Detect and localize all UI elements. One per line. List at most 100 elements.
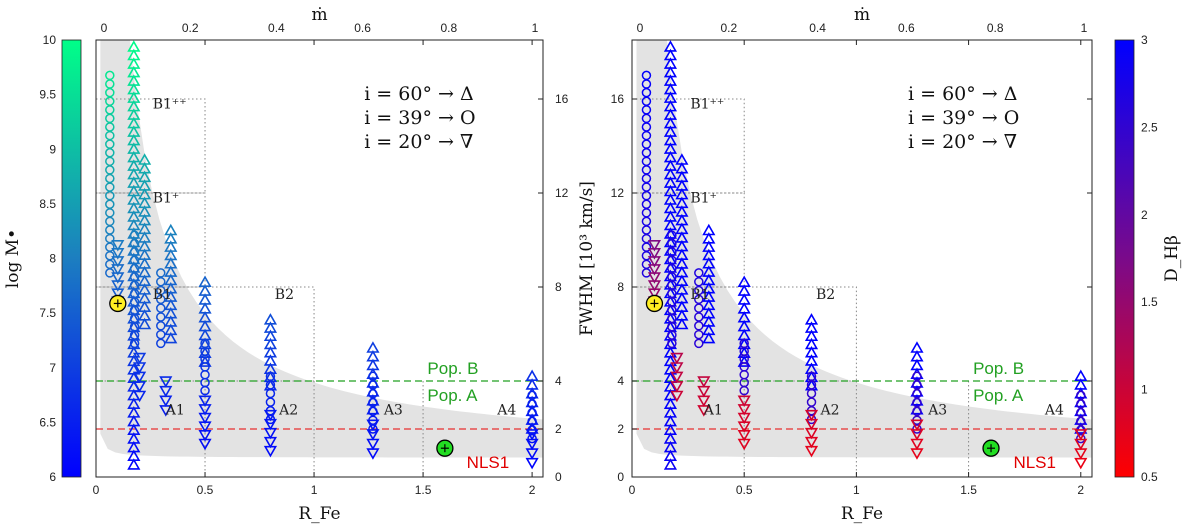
- x-tick-label: 1.5: [415, 483, 432, 497]
- inclination-legend-line: i = 60° → Δ: [908, 83, 1017, 105]
- data-point-tri: [1074, 378, 1088, 390]
- data-point-tri: [366, 350, 380, 362]
- data-point-tri: [138, 205, 152, 217]
- data-point-tri: [127, 82, 141, 95]
- data-point-tri: [702, 298, 716, 311]
- data-point-tri: [366, 358, 380, 371]
- data-point-tri: [702, 240, 716, 252]
- data-point-tri: [663, 414, 678, 427]
- data-point-tri: [675, 239, 689, 252]
- data-point-tri: [910, 350, 924, 362]
- data-point-tri: [702, 265, 716, 277]
- data-point-tri: [127, 125, 141, 137]
- data-point-tri: [804, 354, 819, 366]
- data-point-tri: [525, 413, 539, 425]
- data-point-tri: [164, 323, 178, 336]
- colorbar-label: D_Hβ: [1162, 235, 1182, 282]
- data-point-tri: [663, 458, 678, 470]
- data-point-tri: [127, 218, 141, 231]
- data-point-tri: [663, 108, 678, 120]
- data-point-tri: [663, 167, 678, 180]
- data-point-tri: [663, 423, 678, 436]
- data-point-tri: [263, 354, 278, 366]
- region-label: B2: [275, 287, 294, 303]
- data-point-circ: [912, 397, 922, 408]
- data-point-tri: [127, 65, 141, 78]
- top-tick-label: 0.2: [720, 21, 737, 35]
- data-point-inv: [133, 352, 147, 365]
- data-point-tri: [663, 440, 678, 453]
- data-point-tri: [663, 449, 678, 462]
- data-point-tri: [198, 337, 212, 350]
- data-point-tri: [127, 432, 141, 444]
- x-tick-label: 0: [93, 483, 100, 497]
- data-point-tri: [164, 273, 178, 286]
- data-point-tri: [737, 337, 751, 350]
- pop-b-label: Pop. B: [427, 359, 478, 378]
- data-point-tri: [663, 150, 678, 163]
- colorbar-tick-label: 8.5: [39, 197, 56, 211]
- data-point-tri: [127, 40, 141, 52]
- axes-frame: [631, 39, 1093, 478]
- colorbar-tick-label: 6: [49, 470, 56, 484]
- top-tick-label: 0.2: [182, 21, 199, 35]
- data-point-tri: [138, 309, 152, 321]
- region-label: B1⁺: [153, 190, 180, 206]
- data-point-circ: [667, 230, 677, 241]
- pop-a-label: Pop. A: [427, 386, 478, 405]
- fwhm-tick-label: 16: [611, 92, 625, 106]
- data-point-tri: [663, 74, 678, 86]
- data-point-tri: [138, 231, 152, 243]
- data-point-tri: [525, 386, 539, 399]
- data-point-tri: [164, 290, 178, 302]
- y-axis-label: FWHM [10³ km/s]: [577, 181, 597, 336]
- colorbar-tick-label: 7.5: [39, 306, 56, 320]
- data-point-tri: [663, 142, 678, 154]
- data-point-circ: [694, 285, 704, 296]
- data-point-tri: [1074, 404, 1088, 417]
- data-point-tri: [675, 222, 689, 235]
- top-axis-label: ṁ: [311, 5, 327, 25]
- data-point-tri: [164, 248, 178, 261]
- data-point-tri: [675, 248, 689, 261]
- data-point-inv: [525, 457, 539, 470]
- data-point-tri: [663, 125, 678, 137]
- data-point-tri: [127, 346, 141, 358]
- colorbar-tick-label: 8: [49, 252, 56, 266]
- data-point-circ: [156, 329, 166, 340]
- data-point-tri: [675, 291, 689, 304]
- data-point-tri: [198, 293, 212, 305]
- data-point-tri: [127, 210, 141, 222]
- x-tick-label: 0.5: [736, 483, 753, 497]
- data-point-tri: [138, 153, 152, 165]
- data-point-circ: [694, 338, 704, 349]
- data-point-tri: [138, 265, 152, 278]
- data-point-tri: [198, 346, 212, 359]
- top-tick-label: 0: [101, 21, 108, 35]
- data-point-tri: [804, 345, 819, 358]
- data-point-circ: [156, 338, 166, 349]
- colorbar-tick-label: 6.5: [39, 415, 56, 429]
- data-point-tri: [663, 363, 678, 375]
- data-point-tri: [702, 290, 716, 302]
- data-point-circ: [912, 424, 922, 434]
- data-point-tri: [663, 82, 678, 95]
- data-point-inv: [647, 240, 662, 252]
- data-point-tri: [127, 397, 141, 410]
- x-tick-label: 0.5: [197, 483, 214, 497]
- data-point-circ: [806, 371, 817, 382]
- data-point-tri: [663, 133, 678, 146]
- data-point-tri: [198, 275, 212, 288]
- allowed-region-band: [636, 40, 1092, 458]
- data-point-tri: [675, 161, 689, 174]
- colorbar-tick-label: 1.5: [1141, 295, 1158, 309]
- data-point-circ: [694, 294, 704, 305]
- data-point-tri: [663, 218, 678, 231]
- data-point-tri: [164, 223, 178, 236]
- data-point-tri: [804, 321, 819, 333]
- data-point-tri: [702, 223, 716, 236]
- data-point-tri: [138, 170, 152, 183]
- data-point-circ: [694, 268, 704, 278]
- data-point-tri: [127, 363, 141, 375]
- fwhm-tick-label: 4: [617, 374, 624, 388]
